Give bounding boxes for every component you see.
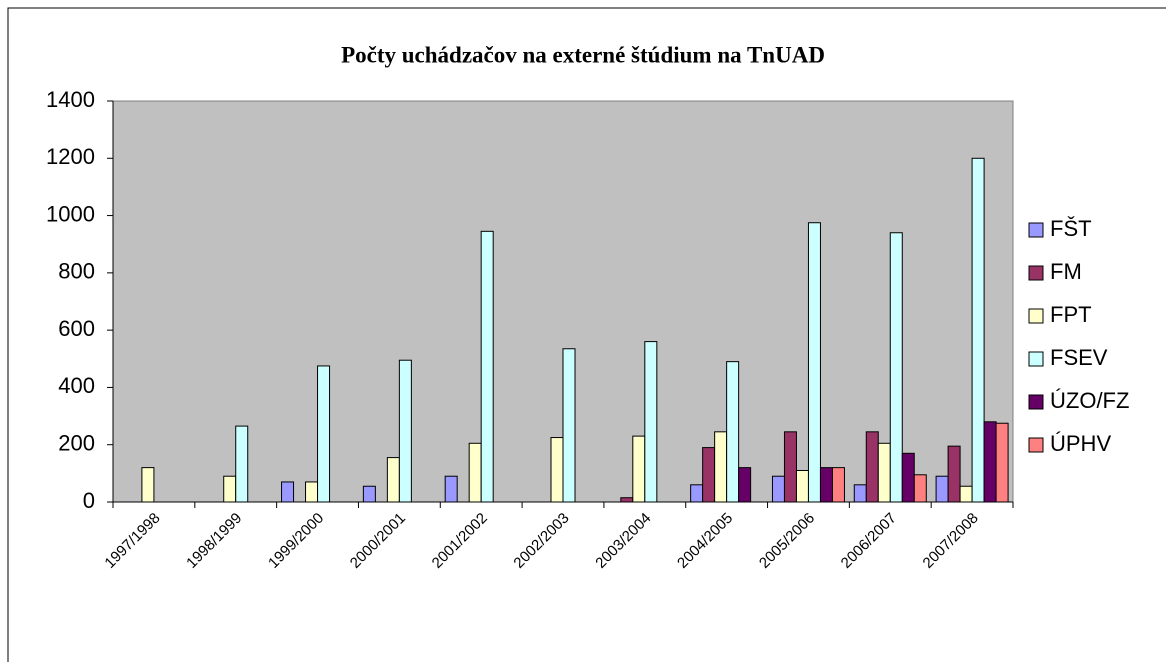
legend-label: FSEV [1050, 345, 1108, 370]
bar [983, 421, 997, 503]
bar [644, 341, 658, 503]
bar [889, 232, 903, 503]
bar [317, 365, 331, 503]
bar [632, 435, 646, 503]
legend-label: ÚPHV [1050, 431, 1111, 456]
legend-swatch [1028, 437, 1044, 453]
bar [398, 359, 412, 503]
bar [795, 469, 809, 503]
bar [223, 475, 237, 503]
bar [807, 222, 821, 503]
bar [971, 157, 985, 503]
bar [783, 431, 797, 503]
legend-label: FM [1050, 259, 1082, 284]
bar [468, 442, 482, 503]
y-tick-label: 800 [58, 259, 95, 284]
bar [690, 484, 704, 503]
bar [726, 361, 740, 503]
legend-label: FPT [1050, 302, 1092, 327]
bar [865, 431, 879, 503]
bar [831, 467, 845, 503]
bar [480, 230, 494, 503]
legend-swatch [1028, 265, 1044, 281]
bar [819, 467, 833, 503]
y-tick-label: 0 [83, 488, 95, 513]
y-tick-label: 200 [58, 431, 95, 456]
bar [702, 447, 716, 503]
bar [362, 485, 376, 503]
bar [935, 475, 949, 503]
bar [738, 467, 752, 503]
legend-label: ÚZO/FZ [1050, 388, 1129, 413]
bar [620, 497, 634, 503]
bar [959, 485, 973, 503]
y-tick-label: 400 [58, 373, 95, 398]
bar [550, 437, 564, 503]
bar [771, 475, 785, 503]
bar [853, 484, 867, 503]
y-tick-label: 1200 [46, 144, 95, 169]
bar [386, 457, 400, 503]
bar [714, 431, 728, 503]
bar [901, 452, 915, 503]
legend-swatch [1028, 394, 1044, 410]
bar [141, 467, 155, 503]
bar [995, 422, 1009, 503]
legend-swatch [1028, 351, 1044, 367]
legend-swatch [1028, 222, 1044, 238]
y-tick-label: 1000 [46, 201, 95, 226]
bar [562, 348, 576, 503]
bar [281, 481, 295, 503]
y-tick-label: 600 [58, 316, 95, 341]
legend-label: FŠT [1050, 216, 1092, 241]
bar [877, 442, 891, 503]
bar [235, 425, 249, 503]
legend-swatch [1028, 308, 1044, 324]
bar [444, 475, 458, 503]
bar [913, 474, 927, 503]
bar [947, 445, 961, 503]
chart-title: Počty uchádzačov na externé štúdium na T… [341, 42, 825, 67]
bar [305, 481, 319, 503]
y-tick-label: 1400 [46, 87, 95, 112]
